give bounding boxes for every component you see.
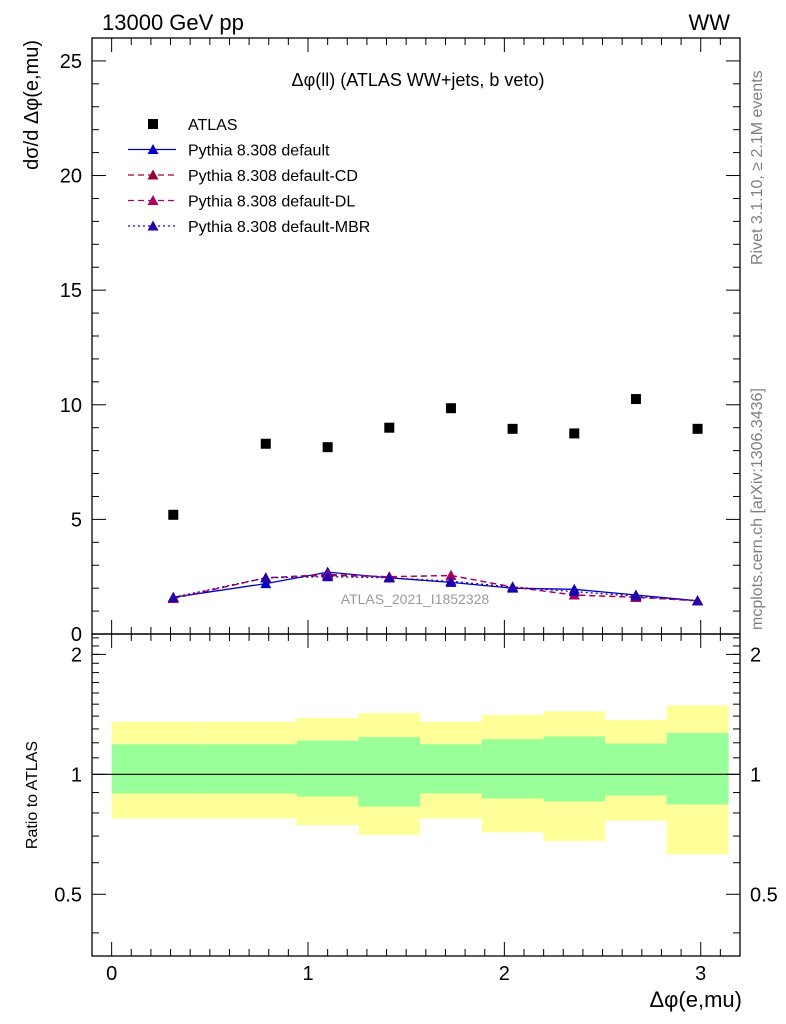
ratio-bands [111, 705, 729, 855]
atlas-data-point [260, 438, 271, 449]
ratio-inner-band [543, 736, 606, 802]
main-y-tick-label: 20 [60, 166, 82, 188]
legend: ATLAS Pythia 8.308 default Pythia 8.308 de… [128, 117, 370, 236]
mc-point-4 [167, 591, 179, 602]
mc-point-4 [260, 572, 272, 583]
ratio-inner-band [666, 732, 729, 805]
atlas-data-point [569, 428, 580, 439]
legend-label: Pythia 8.308 default-MBR [188, 219, 370, 236]
ratio-inner-band [358, 737, 421, 807]
mc-point-3 [445, 570, 457, 581]
legend-label: Pythia 8.308 default [188, 143, 330, 160]
ratio-y-tick-label-right: 2 [750, 644, 761, 666]
atlas-data-point [445, 403, 456, 414]
legend-marker [147, 195, 159, 205]
ratio-y-tick-label: 0.5 [54, 884, 82, 906]
ratio-panel: 0.5 0.5 1 1 2 2 0 1 2 3 Ratio to ATLAS Δφ(e,mu) [24, 633, 778, 1012]
ratio-inner-band [204, 744, 297, 794]
ratio-inner-band [420, 744, 482, 794]
legend-marker [147, 220, 159, 231]
legend-label: ATLAS [188, 117, 238, 134]
legend-marker [147, 169, 159, 180]
legend-label: Pythia 8.308 default-CD [188, 168, 358, 185]
mcplots-label: mcplots.cern.ch [arXiv:1306.3436] [749, 388, 766, 630]
ratio-x-tick-label: 0 [106, 963, 117, 985]
atlas-data-point [507, 423, 518, 434]
ratio-inner-band [605, 743, 667, 796]
ratio-x-tick-label: 2 [499, 963, 510, 985]
legend-marker [148, 119, 158, 129]
mc-point-4 [507, 581, 519, 592]
ratio-y-tick-label: 1 [71, 764, 82, 786]
mc-point-4 [630, 590, 642, 601]
main-watermark: ATLAS_2021_I1852328 [341, 591, 490, 607]
atlas-data-point [692, 423, 703, 434]
x-axis-label: Δφ(e,mu) [649, 987, 742, 1012]
main-ticks: 0 5 10 15 20 25 [60, 37, 740, 646]
legend-marker [147, 144, 159, 154]
atlas-data-point [384, 422, 395, 433]
ratio-frame [91, 633, 741, 957]
ratio-x-tick-label: 3 [695, 963, 706, 985]
atlas-data-point [630, 394, 641, 405]
main-plot-title: Δφ(ll) (ATLAS WW+jets, b veto) [292, 70, 545, 90]
mc-point-4 [692, 595, 704, 606]
ratio-y-tick-label: 2 [71, 644, 82, 666]
series-line-4 [173, 576, 698, 602]
main-y-tick-label: 15 [60, 280, 82, 302]
ratio-y-tick-label-right: 1 [750, 764, 761, 786]
ratio-ticks: 0.5 0.5 1 1 2 2 0 1 2 3 [54, 634, 778, 985]
main-y-axis-label: dσ/d Δφ(e,mu) [21, 40, 43, 170]
mc-point-1 [260, 578, 272, 589]
main-panel: 0 5 10 15 20 25 Δφ(ll) (ATLAS WW+jets, b veto… [21, 37, 741, 646]
ratio-x-tick-label: 1 [302, 963, 313, 985]
ratio-inner-band [111, 744, 205, 794]
rivet-label: Rivet 3.1.10, ≥ 2.1M events [749, 70, 766, 265]
main-y-tick-label: 0 [71, 624, 82, 646]
mc-point-4 [445, 575, 457, 586]
atlas-data-point [322, 442, 333, 453]
ratio-inner-band [481, 739, 544, 799]
main-y-tick-label: 25 [60, 51, 82, 73]
header-left: 13000 GeV pp [102, 10, 244, 35]
header-right: WW [688, 10, 730, 35]
mc-point-4 [383, 572, 395, 583]
mc-point-4 [568, 586, 580, 597]
legend-label: Pythia 8.308 default-DL [188, 194, 355, 211]
main-series-points [167, 394, 704, 606]
mc-point-4 [322, 571, 334, 582]
ratio-inner-band [296, 740, 359, 797]
main-y-tick-label: 10 [60, 395, 82, 417]
atlas-data-point [168, 509, 179, 520]
ratio-y-axis-label: Ratio to ATLAS [24, 741, 41, 849]
main-y-tick-label: 5 [71, 509, 82, 531]
ratio-y-tick-label-right: 0.5 [750, 884, 778, 906]
